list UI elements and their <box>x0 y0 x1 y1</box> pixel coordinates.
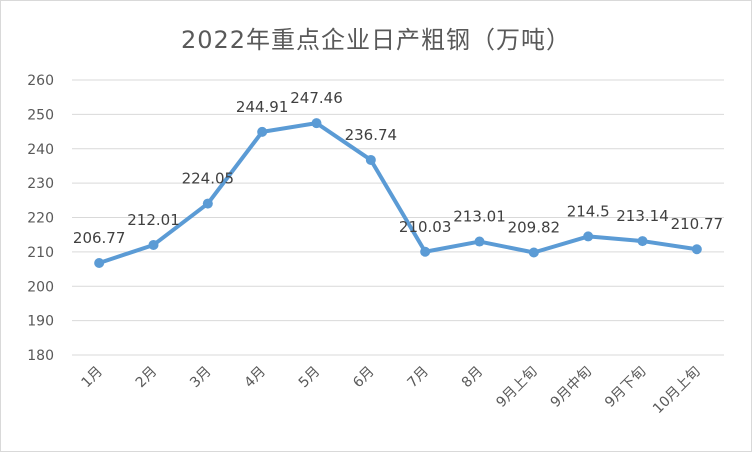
x-tick-label: 1月 <box>78 364 106 392</box>
data-label: 247.46 <box>290 89 343 107</box>
data-point <box>94 257 105 268</box>
y-tick-label: 220 <box>27 211 54 227</box>
series-line-path <box>97 121 699 265</box>
data-point <box>637 236 648 247</box>
data-label: 244.91 <box>236 98 289 116</box>
x-tick-label: 5月 <box>296 364 324 392</box>
data-label: 210.77 <box>671 215 724 233</box>
data-label: 214.5 <box>567 202 610 220</box>
x-axis-ticks: 1月 2月 3月 4月 5月 6月 7月 8月 9月上旬 9月中旬 9月下旬 10月上旬 <box>78 364 703 418</box>
data-point <box>474 236 485 247</box>
x-tick-label: 6月 <box>350 364 378 392</box>
data-point <box>365 154 376 165</box>
y-tick-label: 200 <box>27 279 54 295</box>
data-label: 206.77 <box>73 229 126 247</box>
series-line <box>97 121 699 265</box>
y-tick-label: 190 <box>27 314 54 330</box>
x-tick-label: 9月上旬 <box>493 364 540 411</box>
x-tick-label: 9月下旬 <box>602 364 649 411</box>
y-axis-ticks: 180 190 200 210 220 230 240 250 260 <box>27 73 54 364</box>
gridlines <box>72 79 724 356</box>
x-tick-label: 2月 <box>133 364 161 392</box>
x-tick-label: 7月 <box>404 364 432 392</box>
data-points <box>94 118 702 268</box>
data-point <box>148 239 159 250</box>
data-label: 213.14 <box>616 207 669 225</box>
data-label: 210.03 <box>399 218 452 236</box>
x-tick-label: 3月 <box>187 364 215 392</box>
data-label: 213.01 <box>453 208 506 226</box>
data-point <box>311 118 322 129</box>
data-label: 224.05 <box>182 170 235 188</box>
data-point <box>691 244 702 255</box>
x-tick-label: 8月 <box>459 364 487 392</box>
data-point <box>583 231 594 242</box>
data-label: 212.01 <box>127 211 180 229</box>
data-label: 209.82 <box>508 218 561 236</box>
y-tick-label: 230 <box>27 176 54 192</box>
x-tick-label: 4月 <box>241 364 269 392</box>
x-tick-label: 10月上旬 <box>650 364 704 418</box>
data-point <box>202 198 213 209</box>
y-tick-label: 250 <box>27 107 54 123</box>
y-tick-label: 180 <box>27 348 54 364</box>
y-tick-label: 260 <box>27 73 54 89</box>
y-tick-label: 240 <box>27 142 54 158</box>
y-tick-label: 210 <box>27 245 54 261</box>
chart-title: 2022年重点企业日产粗钢（万吨） <box>180 26 572 54</box>
data-point <box>257 126 268 137</box>
data-point <box>420 246 431 257</box>
x-tick-label: 9月中旬 <box>548 364 595 411</box>
data-point <box>528 247 539 258</box>
data-label: 236.74 <box>345 126 398 144</box>
